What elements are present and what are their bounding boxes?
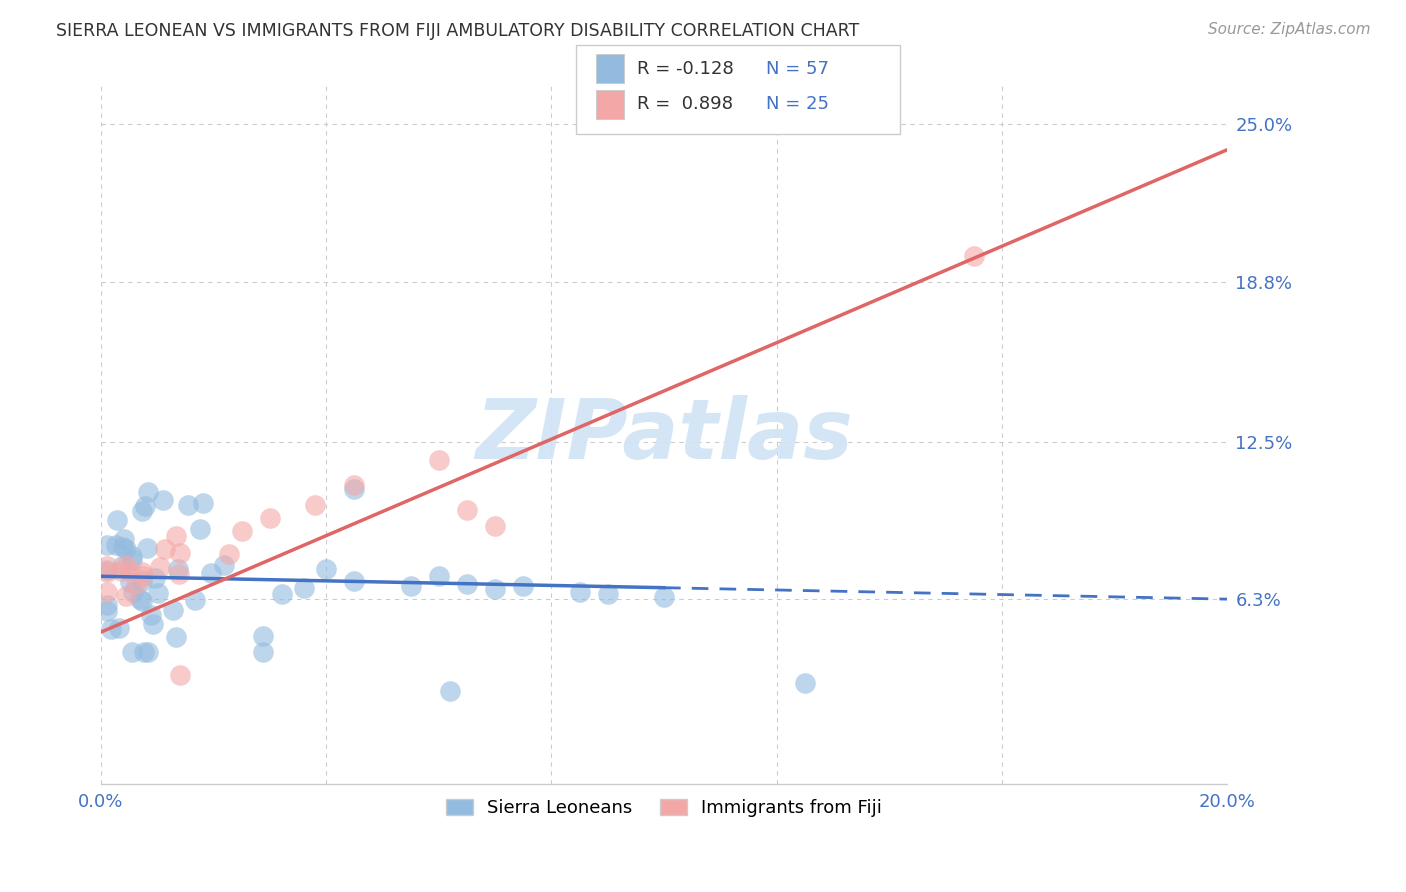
Point xyxy=(193,496,215,510)
Point xyxy=(152,492,174,507)
Point xyxy=(143,571,166,585)
Point xyxy=(427,569,450,583)
Point xyxy=(177,498,200,512)
Point xyxy=(105,513,128,527)
Point xyxy=(165,529,187,543)
Point xyxy=(107,621,129,635)
Point xyxy=(166,562,188,576)
Point xyxy=(962,249,984,263)
Point xyxy=(118,564,141,578)
Point xyxy=(512,579,534,593)
Point xyxy=(399,579,422,593)
Point xyxy=(96,563,118,577)
Point xyxy=(149,560,172,574)
Point xyxy=(131,574,153,588)
Point xyxy=(135,541,157,555)
Point xyxy=(132,568,155,582)
Point xyxy=(456,577,478,591)
Point xyxy=(132,645,155,659)
Point xyxy=(139,608,162,623)
Point xyxy=(167,566,190,581)
Point xyxy=(121,549,143,563)
Point xyxy=(105,538,128,552)
Point xyxy=(162,603,184,617)
Point xyxy=(155,542,177,557)
Point xyxy=(131,594,153,608)
Point xyxy=(110,564,132,578)
Text: ZIPatlas: ZIPatlas xyxy=(475,395,853,476)
Point xyxy=(134,500,156,514)
Point xyxy=(292,581,315,595)
Point xyxy=(96,585,118,599)
Point xyxy=(142,617,165,632)
Point xyxy=(252,628,274,642)
Point xyxy=(343,574,366,589)
Point xyxy=(252,645,274,659)
Point xyxy=(652,590,675,604)
Point xyxy=(270,587,292,601)
Point xyxy=(596,587,619,601)
Point xyxy=(111,541,134,555)
Point xyxy=(96,538,118,552)
Point xyxy=(169,546,191,560)
Text: N = 57: N = 57 xyxy=(766,60,830,78)
Point xyxy=(148,586,170,600)
Point xyxy=(131,566,153,580)
Point xyxy=(218,547,240,561)
Point xyxy=(231,524,253,538)
Point xyxy=(111,559,134,574)
Point xyxy=(96,604,118,618)
Point xyxy=(343,478,366,492)
Point xyxy=(183,592,205,607)
Point xyxy=(212,558,235,572)
Point xyxy=(96,599,118,613)
Legend: Sierra Leoneans, Immigrants from Fiji: Sierra Leoneans, Immigrants from Fiji xyxy=(439,791,890,824)
Point xyxy=(439,683,461,698)
Point xyxy=(125,577,148,591)
Point xyxy=(484,518,506,533)
Point xyxy=(115,590,138,604)
Point xyxy=(96,558,118,573)
Point xyxy=(122,585,145,599)
Point xyxy=(121,645,143,659)
Point xyxy=(96,565,118,579)
Point xyxy=(136,645,159,659)
Point xyxy=(315,562,337,576)
Point xyxy=(188,522,211,536)
Point xyxy=(129,592,152,607)
Text: Source: ZipAtlas.com: Source: ZipAtlas.com xyxy=(1208,22,1371,37)
Point xyxy=(169,668,191,682)
Point xyxy=(121,553,143,567)
Point xyxy=(484,582,506,596)
Point xyxy=(456,503,478,517)
Point xyxy=(100,622,122,636)
Text: R = -0.128: R = -0.128 xyxy=(637,60,734,78)
Text: R =  0.898: R = 0.898 xyxy=(637,95,733,113)
Point xyxy=(120,574,142,589)
Point xyxy=(114,558,136,573)
Point xyxy=(793,676,815,690)
Point xyxy=(568,584,591,599)
Point xyxy=(259,511,281,525)
Point xyxy=(112,533,135,547)
Text: SIERRA LEONEAN VS IMMIGRANTS FROM FIJI AMBULATORY DISABILITY CORRELATION CHART: SIERRA LEONEAN VS IMMIGRANTS FROM FIJI A… xyxy=(56,22,859,40)
Point xyxy=(115,541,138,556)
Text: N = 25: N = 25 xyxy=(766,95,830,113)
Point xyxy=(200,566,222,580)
Point xyxy=(131,504,153,518)
Point xyxy=(165,630,187,644)
Point xyxy=(427,452,450,467)
Point xyxy=(136,484,159,499)
Point xyxy=(304,498,326,512)
Point xyxy=(343,482,366,496)
